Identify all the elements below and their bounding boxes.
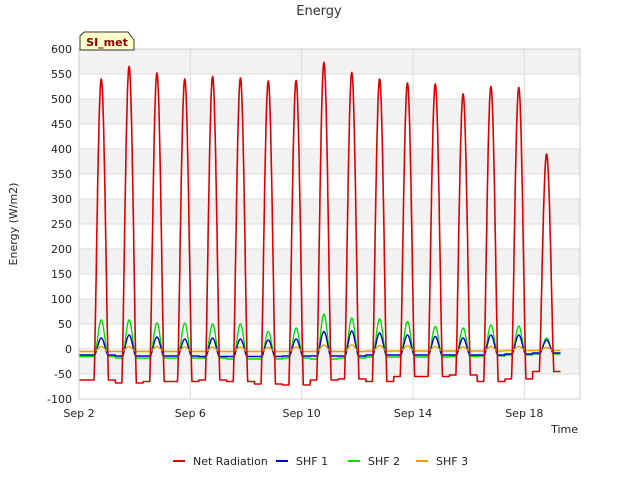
y-tick-label: 200 [51,243,72,256]
plot-band [79,49,580,74]
plot-band [79,174,580,199]
x-tick-label: Sep 18 [505,407,543,420]
plot-band [79,124,580,149]
series-line-shf-3 [78,344,561,353]
legend-label: Net Radiation [193,455,268,468]
x-axis-title: Time [550,423,578,436]
y-tick-label: 300 [51,193,72,206]
legend: Net Radiation SHF 1 SHF 2 SHF 3 [173,455,468,468]
x-tick-label: Sep 10 [283,407,321,420]
legend-label: SHF 1 [296,455,328,468]
x-tick-label: Sep 2 [63,407,94,420]
series-layer [78,61,562,386]
y-tick-label: 450 [51,118,72,131]
plot-band [79,374,580,399]
plot-band [79,199,580,224]
y-axis-ticks: -100 -50 0 50 100 150 200 250 300 350 400 450 500 550… [47,43,72,406]
chart-title: Energy [296,4,342,19]
legend-label: SHF 2 [368,455,400,468]
y-tick-label: -50 [54,368,72,381]
y-tick-label: 350 [51,168,72,181]
series-line-shf-1 [78,330,561,358]
series-line-shf-2 [78,313,561,360]
x-tick-label: Sep 14 [394,407,432,420]
y-tick-label: 550 [51,68,72,81]
station-badge: SI_met [79,31,135,51]
y-tick-label: 0 [65,343,72,356]
plot-band [79,99,580,124]
plot-frame [78,48,581,400]
y-tick-label: 50 [58,318,72,331]
y-tick-label: 100 [51,293,72,306]
y-tick-label: 150 [51,268,72,281]
y-tick-label: -100 [47,393,72,406]
y-axis-title: Energy (W/m2) [7,183,20,266]
station-badge-label: SI_met [86,36,128,49]
x-tick-label: Sep 6 [175,407,206,420]
y-tick-label: 500 [51,93,72,106]
x-axis-ticks: Sep 2 Sep 6 Sep 10 Sep 14 Sep 18 [63,407,543,420]
plot-band [79,149,580,174]
y-tick-label: 250 [51,218,72,231]
plot-band [79,224,580,249]
y-tick-label: 600 [51,43,72,56]
series-line-net-radiation [78,61,562,386]
y-tick-label: 400 [51,143,72,156]
plot-band [79,74,580,99]
legend-label: SHF 3 [436,455,468,468]
